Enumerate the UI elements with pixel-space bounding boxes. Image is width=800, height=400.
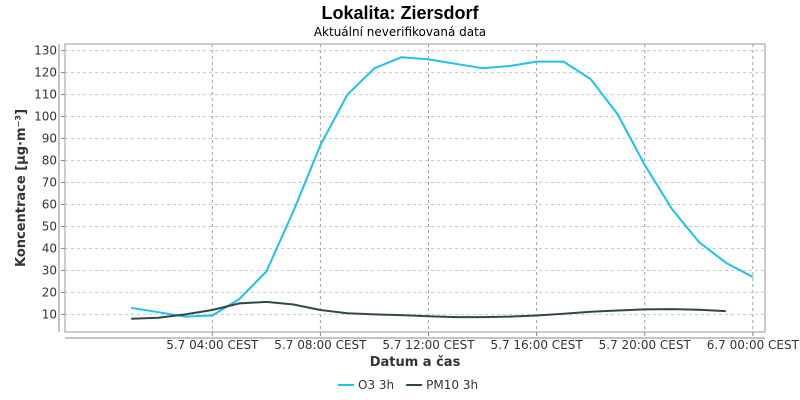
y-tick-label: 90 <box>42 132 57 146</box>
x-tick-label: 5.7 08:00 CEST <box>274 338 367 352</box>
series-line-pm10-3h <box>131 300 726 320</box>
y-tick-label: 30 <box>42 263 57 277</box>
axes: 10 20 30 40 50 60 70 80 90 100 110 120 130 5.7 04:00 … <box>34 44 800 352</box>
legend-label-0: O3 3h <box>358 378 394 392</box>
x-tick-label: 5.7 12:00 CEST <box>382 338 475 352</box>
x-tick-label: 5.7 16:00 CEST <box>491 338 584 352</box>
chart-subtitle: Aktuální neverifikovaná data <box>314 25 486 39</box>
legend-label-1: PM10 3h <box>426 378 478 392</box>
y-tick-label: 50 <box>42 219 57 233</box>
y-tick-label: 20 <box>42 285 57 299</box>
plot-area <box>64 43 766 333</box>
y-tick-label: 100 <box>34 110 57 124</box>
x-tick-label: 5.7 20:00 CEST <box>599 338 692 352</box>
y-tick-label: 130 <box>34 44 57 58</box>
chart-title: Lokalita: Ziersdorf <box>321 3 479 23</box>
y-tick-label: 40 <box>42 241 57 255</box>
y-tick-label: 70 <box>42 176 57 190</box>
y-tick-label: 60 <box>42 197 57 211</box>
y-tick-label: 10 <box>42 307 57 321</box>
y-axis-label: Koncentrace [µg·m⁻³] <box>14 109 29 267</box>
legend: O3 3h PM10 3h <box>338 378 478 392</box>
y-tick-label: 120 <box>34 66 57 80</box>
gridlines <box>65 44 765 332</box>
y-tick-label: 110 <box>34 88 57 102</box>
x-tick-label: 6.7 00:00 CEST <box>707 338 800 352</box>
series-line-o3-3h <box>131 56 754 318</box>
y-tick-label: 80 <box>42 154 57 168</box>
x-tick-label: 5.7 04:00 CEST <box>166 338 259 352</box>
series-lines <box>131 56 754 320</box>
x-axis-label: Datum a čas <box>370 355 461 370</box>
